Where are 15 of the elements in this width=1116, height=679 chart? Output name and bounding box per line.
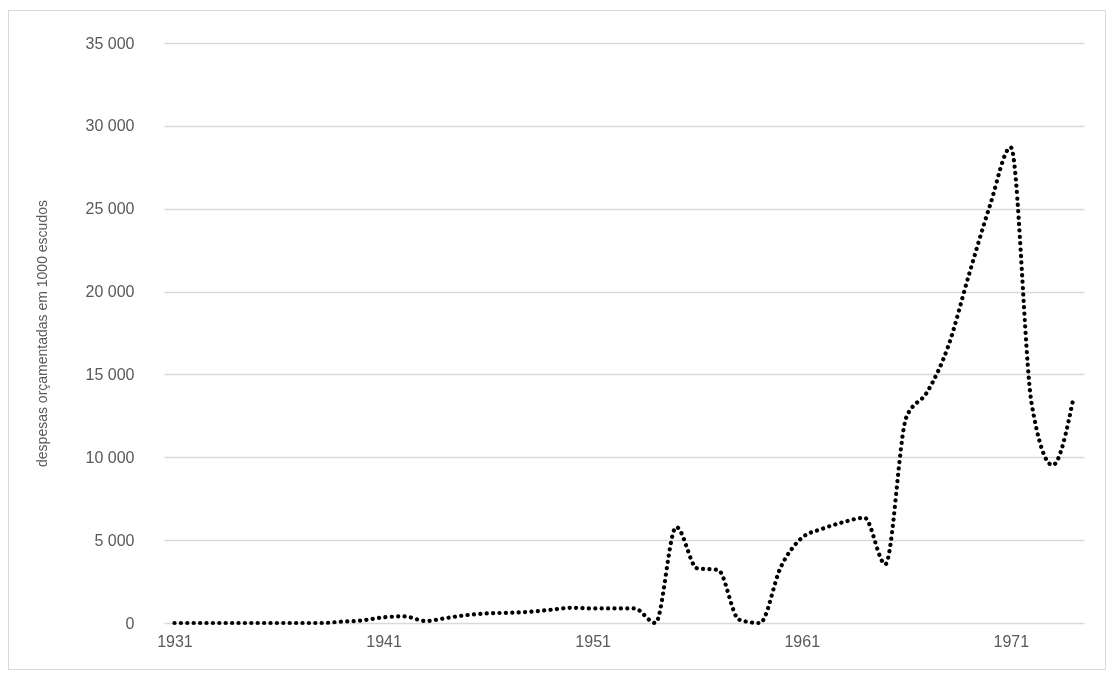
line-series [172,145,1076,626]
x-tick-label: 1961 [784,632,821,650]
y-tick-label: 10 000 [85,448,135,466]
x-tick-label: 1941 [366,632,402,650]
y-tick-label: 35 000 [85,34,135,52]
y-tick-label: 30 000 [85,117,135,135]
y-tick-label: 20 000 [85,283,135,301]
y-tick-label: 15 000 [85,365,135,383]
x-tick-label: 1931 [157,632,193,650]
y-tick-label: 0 [125,614,135,632]
y-axis-title: despesas orçamentadas em 1000 escudos [33,200,50,467]
y-tick-label: 5 000 [94,531,135,549]
x-tick-label: 1951 [575,632,612,650]
y-tick-label: 25 000 [85,200,135,218]
x-tick-label: 1971 [993,632,1030,650]
